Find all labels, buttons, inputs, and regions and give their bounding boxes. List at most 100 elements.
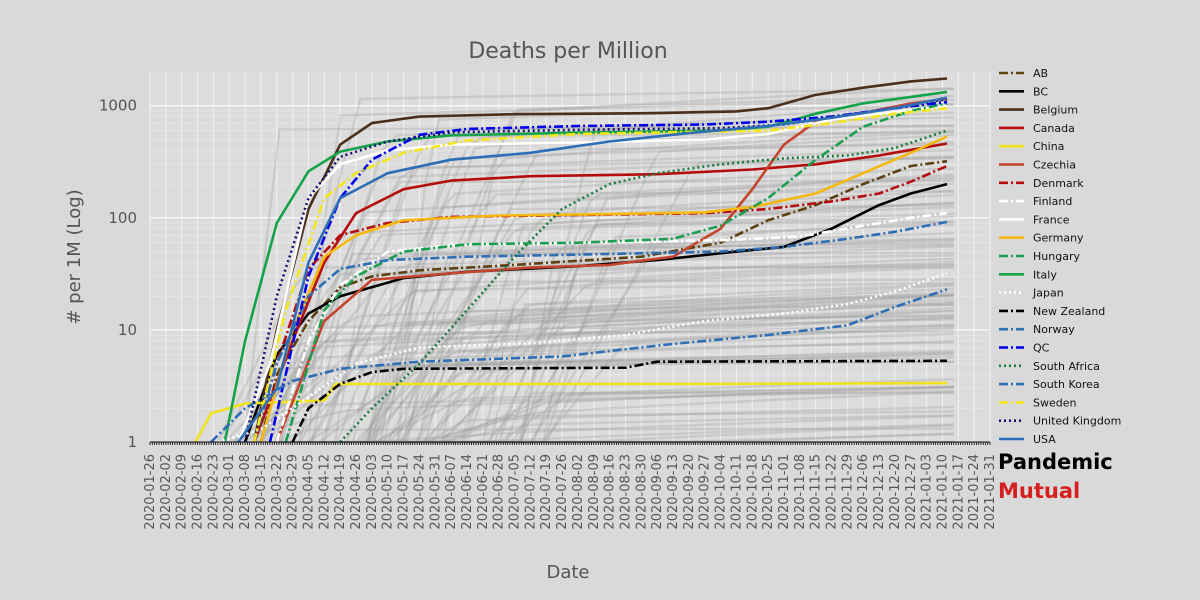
background-line [260,179,954,443]
background-line [511,294,954,443]
background-line [429,410,954,444]
x-tick-label: 2020-06-07 [444,454,459,530]
x-tick-label: 2020-03-01 [222,454,237,530]
series-line-south-korea [210,288,948,443]
background-line [544,155,954,443]
x-tick-label: 2020-04-19 [333,454,348,530]
legend-label: Germany [1033,232,1084,245]
background-line [465,265,954,443]
x-tick-label: 2020-10-11 [729,454,744,530]
legend-label: Japan [1032,287,1064,300]
background-line [419,390,954,444]
background-line [387,282,954,443]
legend-label: Czechia [1033,159,1076,172]
series-line-south-africa [339,129,948,443]
background-line [417,295,954,443]
background-line [280,332,954,443]
legend-item-hungary: Hungary [999,250,1080,263]
series-line-germany [259,135,948,443]
x-tick-label: 2020-08-02 [571,454,586,530]
legend-item-belgium: Belgium [999,104,1078,117]
x-tick-label: 2020-12-20 [888,454,903,530]
background-line [379,293,954,443]
legend-item-sweden: Sweden [999,396,1076,409]
legend-item-south-korea: South Korea [999,378,1100,391]
background-line [359,244,954,443]
x-tick-label: 2020-05-17 [397,454,412,530]
legend-item-qc: QC [999,342,1050,355]
background-line [252,278,954,443]
x-tick-label: 2021-01-31 [983,454,998,530]
legend-item-usa: USA [999,433,1056,446]
legend-item-germany: Germany [999,232,1084,245]
background-line [233,294,954,443]
legend-item-south-africa: South Africa [999,360,1100,373]
series-line-hungary [284,102,948,443]
legend-label: South Korea [1033,378,1100,391]
series-line-ab [259,159,948,443]
background-line [396,291,954,443]
legend-item-denmark: Denmark [999,177,1084,190]
background-line [307,98,954,443]
background-line [238,313,954,443]
background-line [441,130,954,443]
legend-label: AB [1033,67,1048,80]
x-tick-label: 2020-03-15 [254,454,269,530]
background-line [216,266,954,443]
background-line [367,414,954,444]
legend-item-ab: AB [999,67,1048,80]
x-tick-label: 2021-01-10 [936,454,951,530]
background-line [424,303,954,443]
legend-label: Finland [1033,195,1072,208]
background-line [374,385,954,444]
x-tick-label: 2020-02-16 [191,454,206,530]
background-line [440,414,954,444]
x-tick-label: 2020-05-24 [412,454,427,530]
axes: 1 10 100 1000 2020-01-26 2020-02-02 2020-02-09… [99,97,998,530]
x-tick-label: 2020-08-16 [603,454,618,530]
legend-label: Sweden [1033,396,1076,409]
x-tick-label: 2020-11-29 [840,454,855,530]
background-line [402,323,954,443]
background-line [367,260,954,443]
background-line [370,177,954,443]
series-line-canada [252,142,948,443]
x-tick-label: 2021-01-17 [951,454,966,530]
x-tick-label: 2020-09-27 [698,454,713,530]
x-tick-label: 2020-11-22 [825,454,840,530]
series-line-new-zealand [291,359,948,443]
background-line [244,389,954,443]
legend-item-japan: Japan [999,287,1064,300]
legend-item-new-zealand: New Zealand [999,305,1105,318]
x-tick-label: 2020-09-13 [666,454,681,530]
background-line [366,307,954,443]
x-axis-label: Date [546,562,589,583]
grid [149,72,991,443]
x-tick-label: 2020-03-29 [286,454,301,530]
background-line [381,352,954,443]
background-line [274,427,954,444]
legend-label: United Kingdom [1033,415,1121,428]
background-line [518,318,954,443]
chart-title: Deaths per Million [468,39,667,64]
background-line [225,386,954,444]
background-line [290,300,954,443]
brand-line-mutual: Mutual [998,479,1081,503]
x-tick-label: 2020-05-10 [381,454,396,530]
series-line-france [237,104,948,443]
legend-label: Hungary [1033,250,1080,263]
legend-item-finland: Finland [999,195,1072,208]
legend-item-norway: Norway [999,323,1075,336]
legend-label: Italy [1033,268,1057,281]
background-line [234,315,954,443]
series-line-usa [237,96,948,443]
background-line [223,329,954,443]
x-tick-label: 2020-06-28 [492,454,507,530]
y-tick-label: 1 [127,433,137,451]
background-line [425,287,954,443]
x-tick-label: 2020-05-03 [365,454,380,530]
x-tick-label: 2020-02-02 [159,454,174,530]
background-line [415,284,954,443]
legend-label: New Zealand [1033,305,1105,318]
background-line [427,406,954,444]
